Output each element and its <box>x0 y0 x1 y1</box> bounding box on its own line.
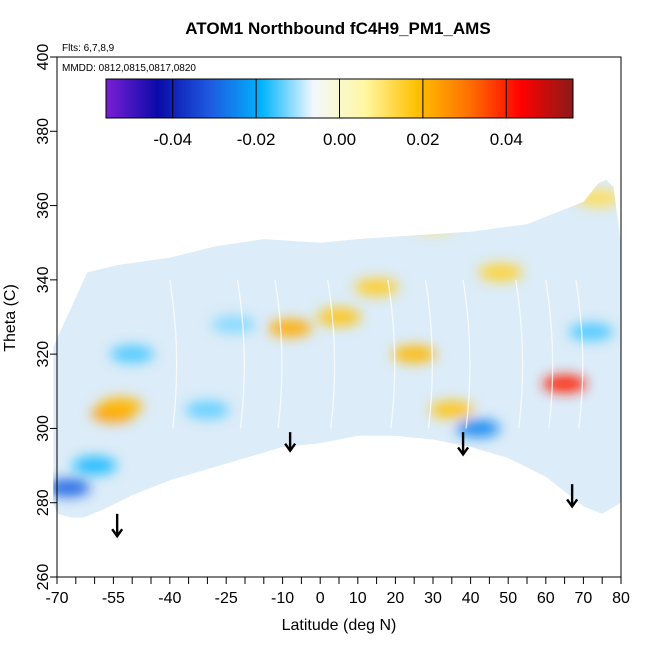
feature-patch <box>568 322 613 341</box>
x-tick-label: 60 <box>537 590 555 607</box>
x-tick-label: 40 <box>462 590 480 607</box>
x-tick-label: 80 <box>612 590 630 607</box>
flights-annotation: Flts: 6,7,8,9 <box>62 43 115 54</box>
feature-patch <box>429 400 474 419</box>
y-tick-label: 260 <box>35 564 52 591</box>
feature-patch <box>211 315 256 334</box>
y-tick-label: 360 <box>35 192 52 219</box>
flight-track-streak <box>327 279 336 429</box>
flight-track-streak <box>424 279 433 429</box>
x-axis: -70 -55 -40 -25 -10 0 10 20 30 40 50 60 70 80 <box>45 577 630 607</box>
feature-patch <box>53 478 91 497</box>
flight-track-streak <box>387 279 396 429</box>
flight-track-streak <box>545 279 554 429</box>
y-tick-label: 340 <box>35 266 52 293</box>
colorbar-tick-label: 0.04 <box>490 130 523 149</box>
x-tick-label: 10 <box>349 590 367 607</box>
flight-track-streak <box>515 279 524 429</box>
x-axis-label: Latitude (deg N) <box>282 617 397 634</box>
colorbar-ticks: -0.04 -0.02 0.00 0.02 0.04 <box>153 79 523 149</box>
x-tick-label: 50 <box>499 590 517 607</box>
flight-track-streak <box>462 279 471 429</box>
x-tick-label: 0 <box>316 590 325 607</box>
data-layer <box>53 179 621 518</box>
feature-patch <box>110 345 155 364</box>
y-axis: 260 280 300 320 340 360 380 400 <box>35 44 57 591</box>
feature-patch <box>268 319 313 338</box>
y-tick-label: 300 <box>35 415 52 442</box>
flight-track-streak <box>575 279 584 429</box>
flight-track-streaks <box>169 279 584 429</box>
feature-patch <box>72 456 117 475</box>
profile-arrows <box>111 432 579 539</box>
feature-patch <box>392 345 437 364</box>
y-axis-label: Theta (C) <box>2 284 19 352</box>
x-tick-label: -25 <box>215 590 238 607</box>
colorbar-tick-label: 0.00 <box>323 130 356 149</box>
feature-patch <box>354 278 399 297</box>
feature-patch <box>542 374 587 393</box>
x-tick-label: -40 <box>158 590 181 607</box>
profile-arrow <box>111 513 124 539</box>
x-tick-label: -10 <box>271 590 294 607</box>
y-tick-label: 320 <box>35 341 52 368</box>
x-tick-label: 20 <box>387 590 405 607</box>
y-tick-label: 380 <box>35 118 52 145</box>
profile-arrow <box>566 484 579 509</box>
y-tick-label: 280 <box>35 489 52 516</box>
feature-patch <box>411 215 455 234</box>
colorbar-tick-label: -0.02 <box>237 130 276 149</box>
feature-patch <box>478 263 523 282</box>
feature-patch <box>185 400 230 419</box>
x-tick-label: 30 <box>424 590 442 607</box>
colorbar: -0.04 -0.02 0.00 0.02 0.04 <box>105 78 574 149</box>
dates-annotation: MMDD: 0812,0815,0817,0820 <box>62 63 196 74</box>
feature-patch <box>576 189 621 208</box>
x-tick-label: -55 <box>102 590 125 607</box>
flight-track-streak <box>169 279 178 429</box>
feature-patch <box>98 397 143 416</box>
x-tick-label: 70 <box>575 590 593 607</box>
profile-arrow <box>284 432 297 453</box>
feature-patch <box>317 308 361 326</box>
flight-track-streak <box>236 279 245 429</box>
chart-title: ATOM1 Northbound fC4H9_PM1_AMS <box>185 19 490 38</box>
colorbar-tick-label: -0.04 <box>153 130 192 149</box>
y-tick-label: 400 <box>35 44 52 71</box>
profile-arrow <box>457 432 470 457</box>
x-tick-label: -70 <box>45 590 68 607</box>
colorbar-tick-label: 0.02 <box>406 130 439 149</box>
flight-track-streak <box>274 279 283 429</box>
